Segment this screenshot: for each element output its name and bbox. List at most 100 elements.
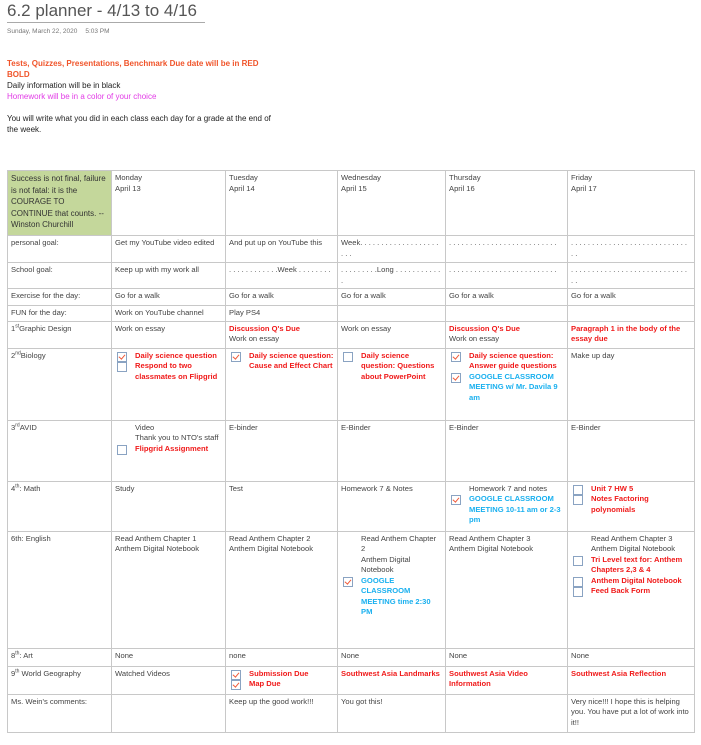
day-cell[interactable]: Daily science question: Answer guide que… [445,347,568,421]
day-cell[interactable]: . . . . . . . . .Long . . . . . . . . . … [337,262,446,289]
checked-checkbox-icon[interactable] [117,351,127,362]
day-cell[interactable]: Week. . . . . . . . . . . . . . . . . . … [337,235,446,263]
checked-checkbox-icon[interactable] [451,351,461,362]
day-cell[interactable]: Paragraph 1 in the body of the essay due [567,320,695,349]
checklist-item: Daily science question: Answer guide que… [449,351,564,372]
day-cell[interactable]: . . . . . . . . . . . . . . . . . . . . … [445,235,568,263]
item-text: Read Anthem Chapter 2 [229,533,311,543]
day-cell[interactable]: Go for a walk [225,288,338,306]
unchecked-checkbox-icon[interactable] [573,555,583,566]
checked-checkbox-icon[interactable] [231,680,241,690]
day-cell[interactable]: Go for a walk [337,288,446,306]
day-cell[interactable]: none [225,647,338,667]
day-cell[interactable]: . . . . . . . . . . . . . . . . . . . . … [567,262,695,289]
checked-checkbox-icon[interactable] [343,576,353,587]
day-cell[interactable]: Play PS4 [225,305,338,322]
day-cell[interactable]: Daily science question: Questions about … [337,347,446,421]
row-label-suffix: st [15,322,20,329]
day-cell[interactable]: Work on essay [337,320,446,349]
day-cell[interactable]: Work on essay [111,320,226,349]
day-cell[interactable]: None [567,647,695,667]
checked-checkbox-icon[interactable] [231,351,241,362]
day-cell[interactable]: . . . . . . . . . . . .Week . . . . . . … [225,262,338,289]
checked-checkbox-icon[interactable] [451,372,461,383]
day-cell[interactable]: Read Anthem Chapter 3 Anthem Digital Not… [567,530,695,649]
day-cell[interactable]: Read Anthem Chapter 1 Anthem Digital Note… [111,530,226,649]
item-text: Anthem Digital Notebook [229,544,313,553]
day-cell[interactable]: Go for a walk [445,288,568,306]
day-cell[interactable]: Discussion Q's Due Work on essay [445,320,568,349]
day-cell[interactable] [567,305,695,322]
day-cell[interactable]: . . . . . . . . . . . . . . . . . . . . … [445,262,568,289]
day-cell[interactable]: Read Anthem Chapter 3 Anthem Digital Note… [445,530,568,649]
instructions: Tests, Quizzes, Presentations, Benchmark… [7,58,277,135]
day-cell[interactable]: Very nice!!! I hope this is helping you.… [567,693,695,733]
day-cell[interactable] [337,305,446,322]
day-cell[interactable]: Southwest Asia Reflection [567,665,695,695]
table-row: Ms. Wein's comments: Keep up the good wor… [7,693,695,733]
day-cell[interactable]: None [337,647,446,667]
planner-table: Success is not final, failure is not fat… [7,170,695,733]
unchecked-checkbox-icon[interactable] [573,484,583,495]
day-cell[interactable]: E-Binder [567,419,695,482]
checklist-item: Daily science question: Cause and Effect… [229,351,334,372]
cell-text: None [571,651,691,662]
day-cell[interactable]: And put up on YouTube this [225,235,338,263]
day-cell[interactable]: None [445,647,568,667]
unchecked-checkbox-icon[interactable] [573,576,583,587]
day-cell[interactable]: . . . . . . . . . . . . . . . . . . . . … [567,235,695,263]
day-cell[interactable]: Discussion Q's Due Work on essay [225,320,338,349]
day-cell[interactable]: E-Binder [445,419,568,482]
unchecked-checkbox-icon[interactable] [117,444,127,455]
cell-text: Play PS4 [229,308,334,319]
checked-checkbox-icon[interactable] [231,669,241,680]
day-cell[interactable]: Daily science question Respond to two cla… [111,347,226,421]
day-cell[interactable]: Watched Videos [111,665,226,695]
day-cell[interactable]: Daily science question: Cause and Effect… [225,347,338,421]
day-cell[interactable]: E-Binder [337,419,446,482]
unchecked-checkbox-icon[interactable] [117,362,127,372]
cell-text: Work on essay [115,324,222,335]
row-label-number: 3 [11,422,16,432]
day-cell[interactable] [445,305,568,322]
day-cell[interactable]: Make up day [567,347,695,421]
day-cell[interactable]: Get my YouTube video edited [111,235,226,263]
cell-text: None [115,651,222,662]
table-row: 9th World Geography Watched Videos Submiss… [7,665,695,695]
day-cell[interactable]: Go for a walk [111,288,226,306]
checklist-item: Respond to two classmates on Flipgrid [115,361,222,382]
day-cell[interactable]: Homework 7 and notes GOOGLE CLASSROOM MEE… [445,480,568,532]
day-cell[interactable]: Work on YouTube channel [111,305,226,322]
day-cell[interactable]: Southwest Asia Video Information [445,665,568,695]
cell-text: Work on essay [449,334,564,345]
day-cell[interactable]: None [111,647,226,667]
day-cell[interactable] [445,693,568,733]
day-cell[interactable]: Study [111,480,226,532]
checked-checkbox-icon[interactable] [451,495,461,505]
table-row: 6th: English Read Anthem Chapter 1 Anthem … [7,530,695,649]
day-cell[interactable]: Read Anthem Chapter 2 Anthem Digital Note… [225,530,338,649]
day-cell[interactable] [111,693,226,733]
day-cell[interactable]: E-binder [225,419,338,482]
day-cell[interactable]: Submission Due Map Due [225,665,338,695]
cell-text: Work on essay [229,334,334,345]
cell-text: None [341,651,442,662]
day-cell[interactable]: Keep up the good work!!! [225,693,338,733]
item-text: And put up on YouTube this [229,238,323,247]
day-cell[interactable]: Keep up with my work all [111,262,226,289]
day-cell[interactable]: Read Anthem Chapter 2 Anthem Digital Note… [337,530,446,649]
unchecked-checkbox-icon[interactable] [573,587,583,597]
day-cell[interactable]: You got this! [337,693,446,733]
day-cell[interactable]: Test [225,480,338,532]
day-cell[interactable]: Homework 7 & Notes [337,480,446,532]
day-cell[interactable]: Southwest Asia Landmarks [337,665,446,695]
cell-text: Keep up with my work all [115,265,222,276]
item-text: Go for a walk [229,291,274,300]
unchecked-checkbox-icon[interactable] [573,495,583,505]
day-cell[interactable]: Video Thank you to NTO's staff Flipgrid As… [111,419,226,482]
day-cell[interactable]: Go for a walk [567,288,695,306]
checklist-item: GOOGLE CLASSROOM MEETING time 2:30 PM [341,576,442,618]
unchecked-checkbox-icon[interactable] [343,351,353,362]
item-text: Video [135,422,155,432]
day-cell[interactable]: Unit 7 HW 5 Notes Factoring polynomials [567,480,695,532]
